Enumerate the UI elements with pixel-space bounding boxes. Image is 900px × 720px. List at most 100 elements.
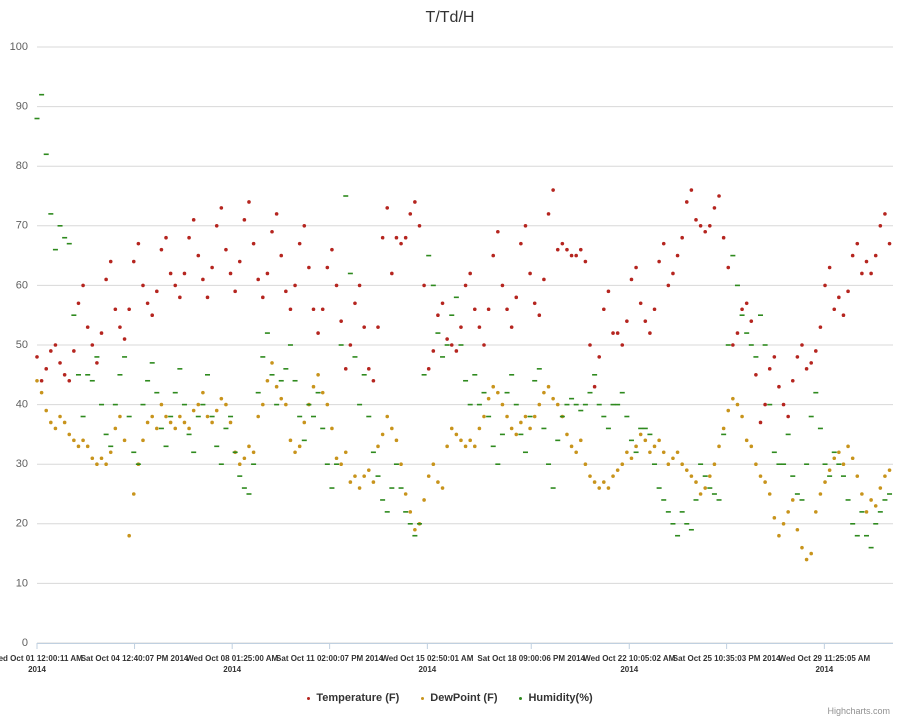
- point: [181, 403, 187, 406]
- point: [459, 438, 463, 443]
- point: [186, 433, 192, 436]
- point: [740, 414, 744, 419]
- point: [458, 344, 464, 346]
- point: [408, 212, 413, 216]
- point: [445, 444, 449, 449]
- point: [790, 378, 795, 383]
- point: [62, 236, 68, 239]
- point: [883, 474, 887, 478]
- point: [422, 498, 426, 502]
- point: [241, 487, 247, 489]
- point: [131, 492, 136, 496]
- point: [688, 528, 694, 531]
- point: [781, 522, 786, 526]
- point: [34, 117, 40, 120]
- point: [542, 390, 546, 395]
- point: [771, 451, 777, 454]
- point: [855, 241, 860, 246]
- point: [426, 367, 431, 371]
- point: [44, 367, 49, 371]
- point: [509, 374, 515, 376]
- point: [486, 396, 491, 401]
- point: [329, 487, 335, 489]
- x-tick-label: Sat Oct 04 12:40:07 PM 2014: [80, 654, 189, 663]
- point: [251, 463, 257, 465]
- point: [261, 402, 265, 407]
- point: [348, 480, 353, 484]
- point: [274, 384, 279, 389]
- point: [643, 438, 648, 443]
- point: [44, 408, 49, 413]
- point: [620, 462, 625, 467]
- point: [808, 415, 814, 418]
- point: [795, 527, 800, 532]
- point: [76, 301, 81, 306]
- point: [67, 432, 72, 437]
- point: [836, 463, 842, 465]
- point: [247, 444, 251, 449]
- point: [330, 426, 334, 431]
- point: [99, 456, 104, 461]
- point: [99, 331, 104, 335]
- point: [113, 307, 118, 312]
- point: [809, 361, 814, 365]
- point: [343, 195, 349, 197]
- point: [347, 272, 353, 275]
- point: [620, 343, 625, 347]
- point: [95, 462, 99, 467]
- point: [873, 523, 879, 525]
- point: [606, 486, 611, 490]
- point: [837, 450, 841, 455]
- point: [223, 427, 229, 430]
- point: [403, 235, 408, 240]
- point: [868, 546, 874, 549]
- point: [813, 391, 819, 394]
- point: [256, 277, 260, 282]
- point: [500, 283, 505, 288]
- point: [224, 402, 228, 407]
- point: [57, 225, 63, 227]
- point: [717, 194, 721, 198]
- point: [279, 396, 284, 401]
- point: [605, 427, 611, 430]
- point: [384, 511, 390, 513]
- point: [583, 462, 588, 467]
- legend-label: DewPoint (F): [430, 692, 498, 704]
- point: [324, 463, 330, 465]
- point: [559, 415, 565, 418]
- point: [131, 451, 137, 454]
- point: [555, 247, 560, 252]
- point: [615, 331, 620, 335]
- point: [735, 331, 740, 335]
- point: [832, 307, 837, 312]
- point: [35, 378, 39, 383]
- point: [218, 463, 224, 465]
- point: [149, 362, 155, 364]
- point: [628, 439, 634, 442]
- point: [878, 486, 883, 490]
- point: [711, 493, 717, 495]
- point: [334, 456, 339, 461]
- point: [293, 450, 297, 455]
- point: [39, 378, 44, 383]
- legend-marker: [307, 696, 311, 700]
- point: [311, 307, 316, 312]
- point: [127, 307, 131, 312]
- point: [629, 277, 634, 282]
- y-tick-label: 30: [16, 458, 28, 470]
- point: [708, 474, 712, 478]
- point: [877, 511, 883, 513]
- point: [353, 474, 357, 478]
- point: [334, 463, 340, 465]
- point: [242, 456, 247, 461]
- point: [408, 510, 413, 514]
- point: [136, 241, 141, 246]
- point: [578, 409, 584, 412]
- point: [269, 374, 275, 376]
- point: [375, 475, 381, 477]
- point: [362, 325, 366, 329]
- point: [71, 314, 77, 316]
- point: [95, 361, 99, 365]
- point: [514, 295, 519, 300]
